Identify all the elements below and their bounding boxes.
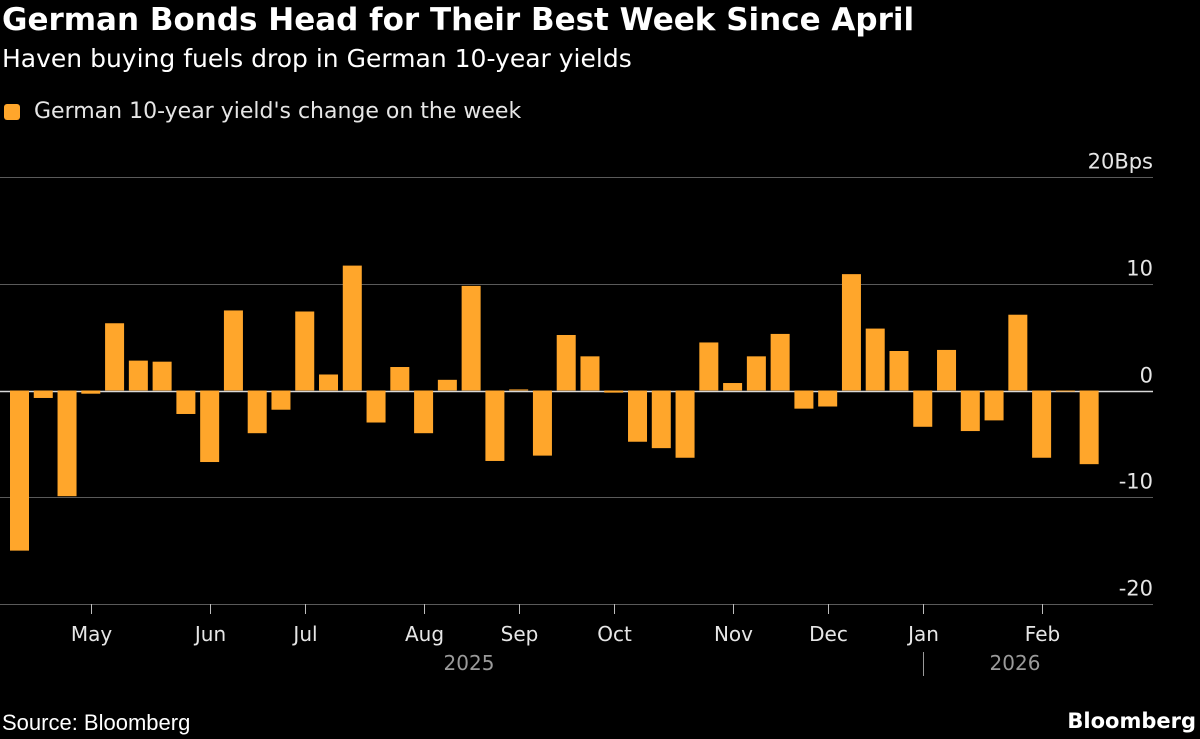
bar-week-30 <box>699 342 719 391</box>
bloomberg-logo: Bloomberg <box>1067 709 1196 733</box>
bar-week-12 <box>271 390 291 410</box>
bar-week-31 <box>723 383 743 391</box>
chart-title: German Bonds Head for Their Best Week Si… <box>2 2 915 38</box>
bar-week-6 <box>128 360 148 391</box>
bar-week-20 <box>461 285 481 391</box>
bar-week-17 <box>390 367 410 391</box>
bar-week-16 <box>366 390 386 423</box>
legend-label: German 10-year yield's change on the wee… <box>34 99 522 124</box>
bar-week-43 <box>1008 314 1028 391</box>
bar-week-2 <box>33 390 53 398</box>
bar-week-15 <box>342 265 362 391</box>
y-tick-label: -20 <box>1119 577 1153 601</box>
x-month-label: Sep <box>501 622 539 646</box>
x-axis: May Jun Jul Aug Sep Oct Nov Dec Jan Feb 2025 2026 <box>71 604 1060 676</box>
bar-week-23 <box>532 390 552 456</box>
bar-week-44 <box>1032 390 1052 458</box>
x-month-label: Dec <box>809 622 848 646</box>
bar-week-8 <box>176 390 196 414</box>
y-tick-label: 0 <box>1140 364 1153 388</box>
y-tick-label: 10 <box>1126 257 1153 281</box>
x-year-label: 2025 <box>444 651 495 675</box>
bar-week-32 <box>746 356 766 391</box>
bar-week-22 <box>509 389 529 391</box>
bar-week-41 <box>960 390 980 432</box>
x-month-label: Jul <box>291 622 317 646</box>
x-month-label: May <box>71 622 113 646</box>
grid-lines <box>0 177 1153 605</box>
bar-week-25 <box>580 356 600 391</box>
y-tick-label: 20Bps <box>1088 150 1153 174</box>
bar-week-36 <box>841 274 861 391</box>
y-axis-labels: 20Bps 10 0 -10 -20 <box>1088 150 1153 601</box>
bar-week-34 <box>794 390 814 409</box>
bar-week-39 <box>913 390 933 427</box>
bar-week-1 <box>10 390 29 551</box>
bar-week-46 <box>1079 390 1099 465</box>
y-tick-label: -10 <box>1119 470 1153 494</box>
x-year-label: 2026 <box>990 651 1041 675</box>
bar-week-14 <box>319 374 339 391</box>
bar-week-38 <box>889 351 909 391</box>
bar-week-21 <box>485 390 505 461</box>
bar-week-29 <box>675 390 695 458</box>
bar-week-3 <box>57 390 77 497</box>
bar-week-42 <box>984 390 1004 421</box>
legend: German 10-year yield's change on the wee… <box>4 99 521 124</box>
bars <box>10 265 1099 551</box>
bar-week-4 <box>81 390 101 394</box>
bar-week-45 <box>1055 390 1075 392</box>
x-month-label: Nov <box>714 622 753 646</box>
x-month-label: Jan <box>906 622 939 646</box>
bar-week-28 <box>651 390 671 449</box>
x-month-label: Oct <box>597 622 632 646</box>
bar-week-18 <box>414 390 434 434</box>
bar-week-19 <box>437 379 457 391</box>
bar-week-9 <box>200 390 220 463</box>
bar-week-11 <box>247 390 267 434</box>
bar-week-35 <box>818 390 838 407</box>
bar-week-40 <box>937 349 957 391</box>
bar-week-13 <box>295 311 315 391</box>
bar-week-24 <box>556 334 576 391</box>
chart-subtitle: Haven buying fuels drop in German 10-yea… <box>2 44 632 73</box>
x-month-label: Jun <box>193 622 226 646</box>
bar-week-5 <box>105 323 125 391</box>
bar-week-27 <box>628 390 648 442</box>
bar-week-7 <box>152 361 172 391</box>
bar-week-26 <box>604 390 624 393</box>
bar-week-33 <box>770 333 790 391</box>
bar-week-37 <box>865 328 885 391</box>
x-month-label: Aug <box>405 622 444 646</box>
x-month-label: Feb <box>1025 622 1060 646</box>
source-note: Source: Bloomberg <box>2 710 191 735</box>
legend-swatch <box>4 103 20 120</box>
bar-week-10 <box>223 310 243 391</box>
